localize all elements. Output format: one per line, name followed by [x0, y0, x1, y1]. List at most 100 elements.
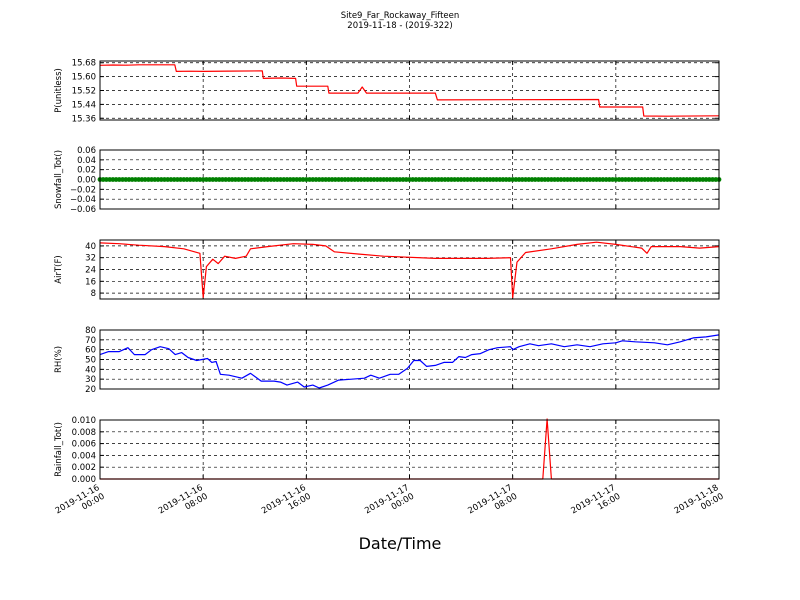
series-point — [545, 177, 551, 182]
series-point — [655, 177, 661, 182]
x-axis-label: Date/Time — [358, 534, 442, 553]
series-point — [210, 177, 216, 182]
chart-title: Site9_Far_Rockaway_Fifteen 2019-11-18 - … — [0, 11, 800, 31]
series-point — [478, 177, 483, 182]
series-line — [99, 334, 720, 389]
y-tick-label: 80 — [85, 326, 96, 336]
series-point — [613, 177, 619, 182]
panel-frame — [99, 239, 720, 300]
series-point — [494, 177, 499, 182]
series-point — [465, 177, 470, 182]
series-point — [397, 177, 403, 182]
y-axis-label: Snowfall_Tot() — [54, 150, 64, 209]
y-tick-label: 15.36 — [72, 114, 96, 124]
y-tick-label: 15.68 — [72, 59, 96, 69]
y-tick-label: −0.04 — [70, 195, 96, 205]
y-axis-label: Rainfall_Tot() — [54, 422, 64, 477]
series-point — [507, 177, 512, 182]
series-line — [99, 64, 720, 117]
x-tick-label: 2019-11-1700:00 — [363, 483, 416, 525]
series-point — [116, 177, 122, 182]
series-point — [532, 177, 538, 182]
series-point — [413, 177, 419, 182]
y-tick-label: 16 — [85, 277, 96, 287]
series-point — [104, 177, 109, 182]
y-tick-label: 20 — [85, 385, 96, 395]
x-tick-label: 2019-11-1800:00 — [673, 483, 726, 525]
y-tick-label: 32 — [85, 254, 96, 264]
series-point — [278, 177, 283, 182]
series-point — [345, 177, 351, 182]
x-tick-label: 2019-11-1616:00 — [260, 483, 313, 525]
series-point — [197, 177, 203, 182]
y-tick-label: 15.60 — [72, 73, 96, 83]
series-point — [426, 177, 432, 182]
y-tick-label: 0.06 — [77, 146, 96, 156]
x-tick-label: 2019-11-1608:00 — [157, 483, 210, 525]
series-point — [558, 177, 564, 182]
series-point — [236, 177, 242, 182]
series-point — [358, 177, 364, 182]
y-axis-label: RH(%) — [54, 346, 64, 373]
chart-title-line: Site9_Far_Rockaway_Fifteen — [340, 11, 460, 21]
series-point — [681, 177, 686, 182]
y-tick-label: 8 — [91, 289, 96, 299]
series-point — [642, 177, 648, 182]
y-tick-label: 0.04 — [77, 156, 96, 166]
y-axis-label: AirT(F) — [54, 255, 64, 283]
series-point — [249, 177, 254, 182]
y-tick-label: 0.008 — [72, 428, 96, 438]
series-line — [99, 241, 720, 299]
series-point — [291, 177, 296, 182]
y-tick-label: −0.06 — [70, 205, 96, 215]
y-tick-label: 40 — [85, 242, 96, 252]
chart-subtitle-line: 2019-11-18 - (2019-322) — [347, 21, 453, 31]
series-point — [371, 177, 377, 182]
series-point — [223, 177, 229, 182]
y-axis-label: P(unitless) — [54, 68, 64, 113]
y-tick-label: 0.00 — [77, 176, 96, 186]
series-point — [168, 177, 174, 182]
y-tick-label: 15.52 — [72, 87, 96, 97]
panel-frame — [99, 419, 720, 480]
series-point — [142, 177, 148, 182]
y-tick-label: −0.02 — [70, 185, 96, 195]
series-point — [265, 177, 270, 182]
y-tick-label: 0.010 — [72, 416, 96, 426]
series-point — [706, 177, 712, 182]
panel-frame — [99, 329, 720, 390]
series-point — [184, 177, 190, 182]
series-point — [316, 177, 322, 182]
series-point — [452, 177, 457, 182]
x-tick-label: 2019-11-1708:00 — [466, 483, 519, 525]
series-point — [668, 177, 673, 182]
series-point — [626, 177, 632, 182]
y-tick-label: 50 — [85, 356, 96, 366]
series-point — [439, 177, 445, 182]
series-point — [129, 177, 135, 182]
y-tick-label: 60 — [85, 346, 96, 356]
panel-frame — [99, 149, 720, 210]
y-tick-label: 24 — [85, 266, 96, 276]
y-tick-label: 40 — [85, 365, 96, 375]
series-point — [384, 177, 390, 182]
series-point — [155, 177, 161, 182]
series-point — [694, 177, 699, 182]
y-tick-label: 0.000 — [72, 475, 96, 485]
series-point — [587, 177, 593, 182]
x-tick-label: 2019-11-1716:00 — [570, 483, 623, 525]
series-point — [303, 177, 309, 182]
y-tick-label: 0.002 — [72, 463, 96, 473]
panel-frame — [99, 60, 720, 121]
y-tick-label: 70 — [85, 336, 96, 346]
series-point — [600, 177, 606, 182]
y-tick-label: 0.006 — [72, 440, 96, 450]
series-point — [574, 177, 580, 182]
series-point — [519, 177, 525, 182]
x-tick-label: 2019-11-1600:00 — [54, 483, 107, 525]
y-tick-label: 0.02 — [77, 166, 96, 176]
y-tick-label: 0.004 — [72, 451, 96, 461]
y-tick-label: 30 — [85, 375, 96, 385]
series-point — [332, 177, 338, 182]
